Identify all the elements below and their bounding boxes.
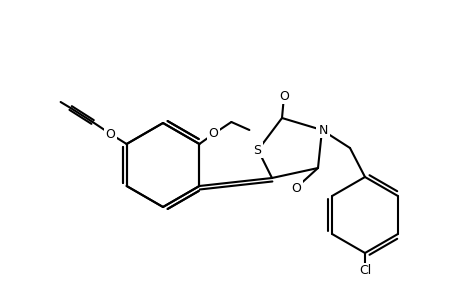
Text: O: O [291,182,300,194]
Text: O: O [106,128,115,140]
Text: N: N [318,124,327,136]
Text: O: O [279,89,288,103]
Text: S: S [252,143,260,157]
Text: Cl: Cl [358,265,370,278]
Text: O: O [208,128,218,140]
